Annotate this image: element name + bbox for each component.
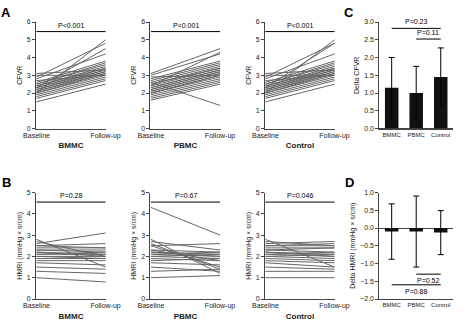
svg-text:3: 3 bbox=[27, 72, 31, 79]
svg-text:2: 2 bbox=[141, 89, 145, 96]
svg-text:Follow-up: Follow-up bbox=[90, 132, 120, 140]
svg-text:2: 2 bbox=[256, 253, 260, 260]
svg-text:Baseline: Baseline bbox=[252, 132, 279, 139]
svg-text:Baseline: Baseline bbox=[252, 302, 279, 309]
svg-text:4: 4 bbox=[27, 210, 31, 217]
svg-text:1: 1 bbox=[256, 274, 260, 281]
svg-text:0: 0 bbox=[141, 295, 145, 302]
svg-text:0: 0 bbox=[27, 125, 31, 132]
svg-text:1: 1 bbox=[141, 107, 145, 114]
svg-text:4: 4 bbox=[256, 54, 260, 61]
svg-text:Baseline: Baseline bbox=[138, 132, 165, 139]
svg-text:P=0.67: P=0.67 bbox=[175, 192, 197, 199]
svg-text:BMMC: BMMC bbox=[59, 312, 84, 321]
svg-text:5: 5 bbox=[141, 189, 145, 196]
svg-text:CFVR: CFVR bbox=[16, 66, 23, 85]
svg-text:5: 5 bbox=[27, 36, 31, 43]
svg-text:P=0.52: P=0.52 bbox=[417, 277, 439, 284]
svg-text:−1.5: −1.5 bbox=[360, 278, 374, 285]
svg-text:Control: Control bbox=[431, 302, 450, 308]
svg-text:Follow-up: Follow-up bbox=[205, 132, 235, 140]
svg-text:PBMC: PBMC bbox=[408, 132, 426, 138]
svg-text:3: 3 bbox=[141, 232, 145, 239]
svg-text:CFVR: CFVR bbox=[245, 66, 252, 85]
svg-text:−1.0: −1.0 bbox=[360, 260, 374, 267]
svg-text:4: 4 bbox=[27, 54, 31, 61]
svg-text:5: 5 bbox=[27, 189, 31, 196]
svg-text:0.0: 0.0 bbox=[364, 224, 374, 231]
svg-text:0: 0 bbox=[27, 295, 31, 302]
svg-text:1: 1 bbox=[256, 107, 260, 114]
svg-text:3: 3 bbox=[256, 72, 260, 79]
svg-text:BMMC: BMMC bbox=[383, 132, 402, 138]
svg-text:C: C bbox=[344, 5, 354, 20]
svg-text:2: 2 bbox=[256, 89, 260, 96]
svg-text:4: 4 bbox=[141, 54, 145, 61]
svg-text:HMRI (mmHg × s/cm): HMRI (mmHg × s/cm) bbox=[130, 212, 138, 280]
svg-text:2.5: 2.5 bbox=[364, 36, 374, 43]
svg-text:Baseline: Baseline bbox=[23, 302, 50, 309]
svg-text:P=0.28: P=0.28 bbox=[60, 192, 82, 199]
svg-text:0.5: 0.5 bbox=[364, 107, 374, 114]
svg-text:Baseline: Baseline bbox=[23, 132, 50, 139]
svg-text:5: 5 bbox=[256, 189, 260, 196]
svg-text:Follow-up: Follow-up bbox=[90, 302, 120, 310]
svg-text:2.0: 2.0 bbox=[364, 54, 374, 61]
svg-text:Follow-up: Follow-up bbox=[205, 302, 235, 310]
svg-text:Follow-up: Follow-up bbox=[319, 132, 349, 140]
svg-text:HMRI (mmHg × s/cm): HMRI (mmHg × s/cm) bbox=[16, 212, 24, 280]
svg-text:1.0: 1.0 bbox=[364, 89, 374, 96]
svg-text:D: D bbox=[345, 175, 354, 190]
svg-text:5: 5 bbox=[256, 36, 260, 43]
svg-text:3: 3 bbox=[27, 232, 31, 239]
svg-text:0.0: 0.0 bbox=[364, 125, 374, 132]
svg-text:Delta HMRI (mmHg × s/cm): Delta HMRI (mmHg × s/cm) bbox=[349, 203, 357, 289]
svg-text:Follow-up: Follow-up bbox=[319, 302, 349, 310]
svg-text:0: 0 bbox=[256, 295, 260, 302]
svg-text:Control: Control bbox=[431, 132, 450, 138]
svg-text:4: 4 bbox=[141, 210, 145, 217]
svg-text:3: 3 bbox=[256, 232, 260, 239]
svg-text:−0.5: −0.5 bbox=[360, 242, 374, 249]
svg-text:0: 0 bbox=[256, 125, 260, 132]
svg-text:Baseline: Baseline bbox=[138, 302, 165, 309]
svg-text:A: A bbox=[1, 5, 11, 20]
svg-text:P=0.23: P=0.23 bbox=[405, 18, 427, 25]
svg-text:6: 6 bbox=[256, 18, 260, 25]
svg-text:5: 5 bbox=[141, 36, 145, 43]
svg-text:P=0.88: P=0.88 bbox=[405, 288, 427, 295]
svg-text:P<0.001: P<0.001 bbox=[58, 22, 84, 29]
svg-text:3.0: 3.0 bbox=[364, 18, 374, 25]
svg-text:B: B bbox=[2, 175, 11, 190]
svg-text:1: 1 bbox=[27, 107, 31, 114]
svg-text:P<0.001: P<0.001 bbox=[287, 22, 313, 29]
svg-text:P<0.001: P<0.001 bbox=[173, 22, 199, 29]
svg-text:PBMC: PBMC bbox=[174, 312, 198, 321]
svg-text:BMMC: BMMC bbox=[383, 302, 402, 308]
svg-text:Delta CFVR: Delta CFVR bbox=[353, 57, 360, 94]
svg-text:6: 6 bbox=[27, 18, 31, 25]
svg-text:1: 1 bbox=[27, 274, 31, 281]
svg-text:BMMC: BMMC bbox=[59, 141, 84, 150]
svg-text:PBMC: PBMC bbox=[174, 141, 198, 150]
svg-text:−2.0: −2.0 bbox=[360, 295, 374, 302]
svg-text:4: 4 bbox=[256, 210, 260, 217]
svg-text:2: 2 bbox=[27, 89, 31, 96]
svg-text:P=0.11: P=0.11 bbox=[417, 29, 439, 36]
svg-text:PBMC: PBMC bbox=[408, 302, 426, 308]
svg-text:1: 1 bbox=[141, 274, 145, 281]
svg-text:1.5: 1.5 bbox=[364, 72, 374, 79]
svg-text:1.0: 1.0 bbox=[364, 189, 374, 196]
svg-text:Control: Control bbox=[286, 312, 314, 321]
svg-text:CFVR: CFVR bbox=[130, 66, 137, 85]
svg-text:P=0.046: P=0.046 bbox=[287, 192, 313, 199]
svg-text:0: 0 bbox=[141, 125, 145, 132]
svg-text:6: 6 bbox=[141, 18, 145, 25]
svg-text:3: 3 bbox=[141, 72, 145, 79]
svg-text:Control: Control bbox=[286, 141, 314, 150]
svg-text:2: 2 bbox=[27, 253, 31, 260]
svg-text:2: 2 bbox=[141, 253, 145, 260]
svg-text:HMRI (mmHg × s/cm): HMRI (mmHg × s/cm) bbox=[245, 212, 253, 280]
svg-text:0.5: 0.5 bbox=[364, 207, 374, 214]
